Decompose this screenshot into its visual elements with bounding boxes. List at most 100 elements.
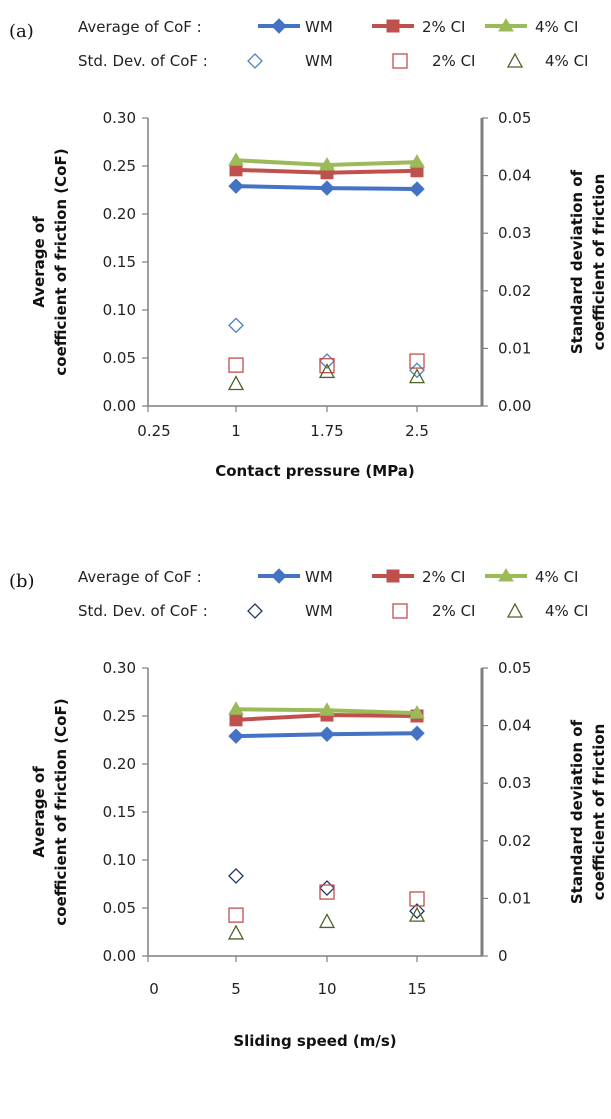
y-tick-label: 0.05: [103, 899, 136, 917]
legend-marker: [498, 18, 514, 32]
y2-tick-label: 0.02: [498, 282, 531, 300]
legend-marker: [506, 602, 524, 618]
legend-average-label: Average of CoF :: [78, 568, 202, 586]
data-point-stddev: [228, 317, 244, 334]
panel-label: (b): [9, 571, 35, 592]
legend-marker: [392, 53, 408, 69]
data-point-stddev: [319, 880, 335, 896]
legend-marker: [247, 603, 263, 619]
legend-entry: 4% CI: [535, 18, 578, 36]
y2-tick-label: 0: [498, 947, 508, 965]
legend-entry: 4% CI: [545, 602, 588, 620]
legend-entry: WM: [305, 568, 333, 586]
y2-tick-label: 0.02: [498, 832, 531, 850]
y2-tick-label: 0.04: [498, 717, 531, 735]
x-axis-title: Sliding speed (m/s): [233, 1032, 396, 1050]
y-tick-label: 0.20: [103, 755, 136, 773]
legend-marker: [386, 19, 400, 33]
y-tick-label: 0.20: [103, 205, 136, 223]
chart-panel-a: (a) Average of CoF : Std. Dev. of CoF : WM 2…: [9, 18, 608, 480]
data-point-stddev: [409, 891, 425, 907]
data-point-avg: [319, 157, 335, 171]
data-point-avg: [409, 725, 425, 741]
y-tick-label: 0.25: [103, 707, 136, 725]
y2-tick-label: 0.01: [498, 889, 531, 907]
y-tick-label: 0.15: [103, 253, 136, 271]
data-point-avg: [228, 728, 244, 744]
y2-tick-label: 0.03: [498, 774, 531, 792]
legend-marker: [506, 52, 524, 68]
data-point-stddev: [319, 353, 335, 369]
legend-entry: WM: [305, 602, 333, 620]
y-axis-title-line1: Average of: [30, 766, 48, 858]
x-tick-label: 2.5: [405, 422, 429, 440]
data-point-stddev: [319, 884, 335, 900]
chart-panel-b: (b) Average of CoF : Std. Dev. of CoF : WM 2…: [9, 568, 608, 1050]
y-axis-title-line1: Average of: [30, 216, 48, 308]
y-tick-label: 0.10: [103, 301, 136, 319]
y-tick-label: 0.10: [103, 851, 136, 869]
y2-tick-label: 0.05: [498, 109, 531, 127]
data-point-stddev: [227, 375, 245, 391]
data-point-avg: [228, 701, 244, 715]
x-tick-label: 10: [317, 980, 336, 998]
y-tick-label: 0.25: [103, 157, 136, 175]
data-point-avg: [319, 726, 335, 742]
x-tick-label: 15: [407, 980, 426, 998]
data-point-stddev: [408, 368, 426, 384]
data-point-stddev: [409, 903, 425, 919]
y-tick-label: 0.05: [103, 349, 136, 367]
data-point-avg: [409, 154, 425, 168]
y-tick-label: 0.00: [103, 397, 136, 415]
x-tick-label: 1: [231, 422, 241, 440]
panel-label: (a): [9, 21, 34, 42]
legend-average-label: Average of CoF :: [78, 18, 202, 36]
legend-marker: [386, 569, 400, 583]
y2-axis-title-line2: coefficient of friction: [590, 174, 608, 351]
data-point-stddev: [228, 868, 244, 884]
legend-stddev-label: Std. Dev. of CoF :: [78, 602, 208, 620]
data-point-stddev: [319, 358, 335, 374]
x-axis-title: Contact pressure (MPa): [215, 462, 415, 480]
x-tick-label: 1.75: [310, 422, 343, 440]
y-axis-title-line2: coefficient of friction (CoF): [52, 698, 70, 925]
data-point-stddev: [227, 924, 245, 940]
legend-marker: [392, 603, 408, 619]
y2-axis-title-line1: Standard deviation of: [568, 169, 586, 354]
y-tick-label: 0.30: [103, 659, 136, 677]
x-tick-label: 0: [149, 980, 159, 998]
data-point-avg: [228, 152, 244, 166]
y2-axis-title-line1: Standard deviation of: [568, 719, 586, 904]
data-point-stddev: [228, 357, 244, 373]
y2-tick-label: 0.04: [498, 167, 531, 185]
legend-marker: [247, 53, 263, 69]
data-point-stddev: [409, 353, 425, 369]
data-point-stddev: [318, 913, 336, 929]
legend-entry: 4% CI: [545, 52, 588, 70]
legend-entry: 4% CI: [535, 568, 578, 586]
legend-marker: [271, 568, 287, 584]
x-tick-label: 0.25: [137, 422, 170, 440]
y2-axis-title-line2: coefficient of friction: [590, 724, 608, 901]
data-point-avg: [319, 180, 335, 196]
legend-entry: 2% CI: [422, 18, 465, 36]
y2-tick-label: 0.03: [498, 224, 531, 242]
legend-entry: 2% CI: [432, 52, 475, 70]
legend-marker: [498, 568, 514, 582]
y2-tick-label: 0.05: [498, 659, 531, 677]
legend-stddev-label: Std. Dev. of CoF :: [78, 52, 208, 70]
legend-entry: WM: [305, 18, 333, 36]
y2-tick-label: 0.01: [498, 339, 531, 357]
data-point-avg: [229, 713, 243, 727]
y-tick-label: 0.30: [103, 109, 136, 127]
legend-marker: [271, 18, 287, 34]
y-tick-label: 0.15: [103, 803, 136, 821]
legend-entry: 2% CI: [432, 602, 475, 620]
data-point-stddev: [318, 363, 336, 379]
data-point-avg: [319, 702, 335, 716]
y-tick-label: 0.00: [103, 947, 136, 965]
y2-tick-label: 0.00: [498, 397, 531, 415]
data-point-avg: [409, 705, 425, 719]
